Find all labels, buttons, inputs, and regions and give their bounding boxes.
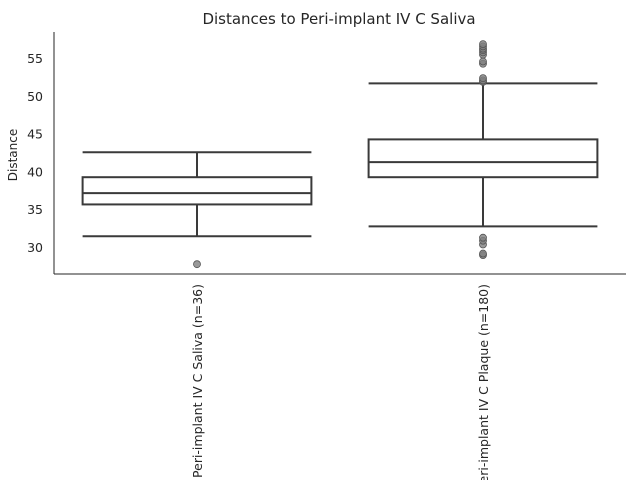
box-1 [81,151,313,269]
y-tick-label: 55 [27,51,43,66]
category-label: Peri-implant IV C Plaque (n=180) [476,284,491,480]
y-axis-ticks: 30 35 40 45 50 55 [27,51,43,255]
y-tick-label: 40 [27,164,43,179]
outlier-point [479,40,487,48]
outlier-point [479,233,487,242]
iqr-box [81,176,313,206]
y-tick-label: 45 [27,127,43,142]
box-group [81,40,599,269]
y-axis-label: Distance [6,129,20,181]
outlier-point [479,57,487,66]
category-label: Peri-implant IV C Saliva (n=36) [190,284,205,478]
outlier-point [479,249,487,258]
chart-title: Distances to Peri-implant IV C Saliva [202,10,475,28]
iqr-box [367,138,599,179]
outlier-point [479,74,487,83]
box-2 [367,40,599,259]
y-tick-label: 35 [27,202,43,217]
y-tick-label: 50 [27,89,43,104]
y-tick-label: 30 [27,240,43,255]
outlier-point [193,260,201,269]
category-labels: Peri-implant IV C Saliva (n=36) Peri-impl… [190,284,491,480]
